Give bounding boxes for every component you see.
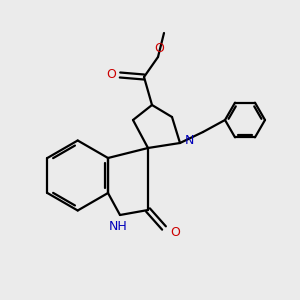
Text: O: O [170, 226, 180, 239]
Text: O: O [154, 41, 164, 55]
Text: O: O [106, 68, 116, 80]
Text: N: N [184, 134, 194, 146]
Text: NH: NH [109, 220, 128, 232]
